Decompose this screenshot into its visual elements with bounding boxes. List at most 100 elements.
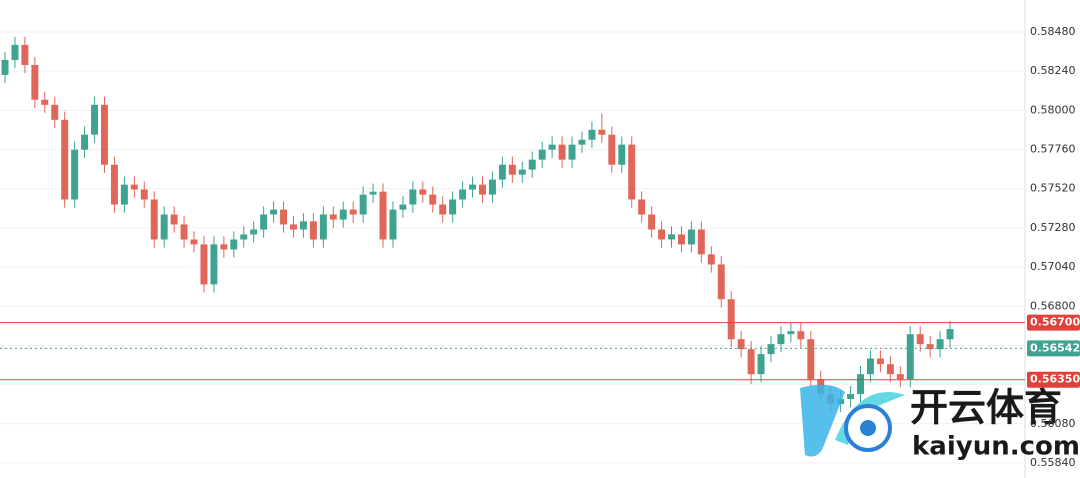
candle-body [618, 144, 626, 165]
candle-body [200, 244, 208, 285]
candle-body [608, 134, 616, 165]
candle-body [717, 264, 725, 300]
candle-body [628, 144, 636, 200]
candle-body [707, 254, 715, 265]
candle-body [240, 234, 248, 240]
candle-body [349, 209, 357, 215]
candle-body [250, 229, 258, 235]
y-tick-label: 0.57520 [1030, 182, 1076, 195]
candle-body [498, 164, 506, 180]
candle-body [140, 189, 148, 200]
candle-body [906, 334, 914, 380]
candle-body [61, 119, 69, 200]
candle-body [299, 221, 307, 230]
candle-body [359, 194, 367, 215]
candle-body [389, 209, 397, 240]
y-tick-label: 0.57040 [1030, 260, 1076, 273]
price-tag-label: 0.56700 [1030, 316, 1080, 329]
candle-body [379, 191, 387, 240]
price-tag-label: 0.56350 [1030, 373, 1080, 386]
candle-body [230, 239, 238, 250]
candle-body [369, 191, 377, 195]
candle-body [866, 358, 874, 375]
candle-body [319, 214, 327, 240]
candle-body [658, 229, 666, 240]
candle-body [210, 244, 218, 285]
candle-body [488, 179, 496, 195]
candle-body [409, 189, 417, 205]
candle-body [936, 339, 944, 350]
candle-body [260, 214, 268, 230]
y-tick-label: 0.56080 [1030, 417, 1076, 430]
candle-body [71, 149, 79, 200]
candle-body [916, 334, 924, 345]
candle-body [459, 189, 467, 200]
candle-body [110, 164, 118, 205]
candle-body [588, 129, 596, 140]
y-tick-label: 0.57760 [1030, 143, 1076, 156]
y-tick-label: 0.58480 [1030, 25, 1076, 38]
y-tick-label: 0.58240 [1030, 64, 1076, 77]
y-tick-label: 0.57280 [1030, 221, 1076, 234]
candle-body [290, 224, 297, 230]
candle-body [51, 104, 59, 120]
candle-body [857, 374, 865, 395]
candle-body [876, 358, 884, 365]
price-tag [1027, 340, 1080, 357]
watermark-url: kaiyun.com [912, 432, 1080, 462]
candle-body [41, 99, 49, 105]
candle-body [638, 199, 646, 215]
candle-body [598, 129, 606, 135]
candle-body [568, 144, 576, 160]
candle-body [946, 329, 954, 340]
candle-body [797, 331, 805, 340]
candle-body [160, 214, 168, 240]
candle-body [737, 339, 745, 350]
candle-body [926, 344, 934, 350]
candle-body [439, 204, 447, 215]
candle-body [886, 364, 894, 375]
candle-body [419, 189, 427, 195]
candle-body [479, 184, 486, 195]
y-tick-label: 0.56800 [1030, 299, 1076, 312]
candle-body [429, 194, 437, 205]
candle-body [270, 209, 278, 215]
candle-body [578, 139, 586, 145]
candle-body [81, 134, 89, 150]
candle-body [399, 204, 407, 210]
candle-body [120, 184, 128, 205]
watermark-name: 开云体育 [910, 386, 1062, 430]
candle-body [518, 169, 526, 175]
candle-body [309, 221, 317, 240]
candle-body [91, 104, 99, 135]
candle-body [787, 331, 795, 335]
candle-body [280, 209, 288, 225]
candle-body [100, 104, 108, 165]
candle-body [677, 234, 685, 245]
candle-body [180, 224, 188, 240]
candle-body [687, 229, 695, 245]
candle-body [329, 214, 337, 220]
logo-ball-center [860, 420, 876, 436]
candle-body [757, 354, 765, 375]
candle-body [508, 164, 516, 175]
candle-body [31, 64, 39, 100]
candle-body [528, 159, 536, 170]
candle-body [697, 229, 705, 255]
candle-body [538, 149, 546, 160]
candle-body [11, 44, 19, 60]
candle-body [130, 184, 138, 190]
candle-body [190, 239, 198, 245]
logo-stroke [800, 384, 845, 457]
candle-body [727, 299, 735, 340]
candle-body [747, 349, 755, 375]
candle-body [469, 184, 477, 190]
candle-body [777, 334, 785, 345]
candle-body [1, 59, 9, 75]
candle-body [896, 374, 904, 380]
candle-body [21, 44, 29, 65]
price-tag [1027, 314, 1080, 331]
candle-body [150, 199, 158, 240]
candle-body [170, 214, 178, 225]
